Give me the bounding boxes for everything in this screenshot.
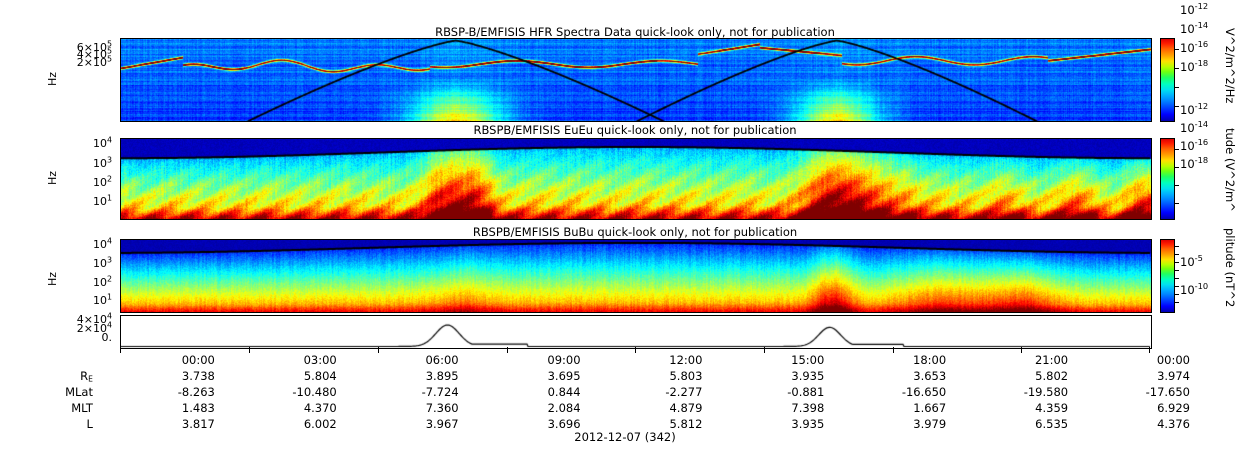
colorbar-eueu-title: tude (V^2/m^ (1223, 128, 1237, 212)
ytick-hfr-4e5: 4×105 (76, 46, 112, 61)
ytick-eueu-1e1: 101 (92, 193, 112, 208)
row-label-time (30, 352, 93, 368)
ytick-eueu-1e3: 103 (92, 155, 112, 170)
cell-l-8: 4.376 (1157, 417, 1190, 431)
cell-time-5: 15:00 (791, 353, 825, 367)
cell-re-7: 5.802 (1035, 369, 1069, 383)
cell-mlat-3: 0.844 (547, 385, 581, 399)
cell-l-7: 6.535 (1035, 417, 1069, 431)
cell-mlat-4: -2.277 (665, 385, 703, 399)
panel-title-bubu: RBSPB/EMFISIS BuBu quick-look only, not … (472, 225, 798, 239)
cell-time-4: 12:00 (669, 353, 703, 367)
cell-time-8: 00:00 (1156, 353, 1190, 367)
cell-mlt-0: 1.483 (181, 401, 215, 415)
ytick-hfr-6e5: 6×105 (76, 39, 112, 54)
cell-l-6: 3.979 (913, 417, 947, 431)
colorbar-eueu-tick-1: 10-14 (1180, 119, 1209, 135)
cell-mlat-0: -8.263 (177, 385, 215, 399)
panel-ylabel-hfr: Hz (46, 71, 59, 86)
colorbar-bubu (1160, 239, 1179, 313)
cell-mlat-5: -0.881 (787, 385, 825, 399)
cell-mlat-1: -10.480 (292, 385, 337, 399)
colorbar-eueu-tick-2: 10-16 (1180, 137, 1209, 153)
colorbar-bubu-title: plitude (nT^2 (1223, 228, 1237, 308)
colorbar-hfr-tick-3: 10-18 (1180, 58, 1209, 74)
cell-l-3: 3.696 (547, 417, 581, 431)
spectrogram-bubu[interactable] (120, 239, 1152, 313)
colorbar-bubu-tick-0: 10-5 (1180, 253, 1203, 269)
ytick-hfr-2e5: 2×105 (76, 54, 112, 69)
cell-re-5: 3.935 (791, 369, 825, 383)
ytick-bubu-1e4: 104 (92, 236, 112, 251)
date-label: 2012-12-07 (342) (574, 430, 676, 444)
table-row-l: L 3.817 6.002 3.967 3.696 5.812 3.935 3.… (30, 416, 1190, 432)
cell-re-4: 5.803 (669, 369, 703, 383)
colorbar-bubu-tick-1: 10-10 (1180, 281, 1209, 297)
cell-time-2: 06:00 (425, 353, 459, 367)
cell-time-1: 03:00 (303, 353, 337, 367)
cell-mlat-2: -7.724 (421, 385, 459, 399)
cell-mlt-1: 4.370 (303, 401, 337, 415)
ytick-eueu-1e2: 102 (92, 174, 112, 189)
row-label-l: L (86, 417, 93, 431)
cell-re-6: 3.653 (913, 369, 947, 383)
panel-title-hfr: RBSP-B/EMFISIS HFR Spectra Data quick-lo… (435, 25, 835, 39)
cell-re-2: 3.895 (425, 369, 459, 383)
cell-re-8: 3.974 (1157, 369, 1190, 383)
cell-mlt-7: 4.359 (1035, 401, 1069, 415)
colorbar-hfr-tick-2: 10-16 (1180, 39, 1209, 55)
ytick-bubu-1e3: 103 (92, 255, 112, 270)
colorbar-hfr-tick-0: 10-12 (1180, 1, 1209, 17)
xaxis-ticks (120, 347, 1150, 353)
ephemeris-table: 00:00 03:00 06:00 09:00 12:00 15:00 18:0… (0, 352, 1250, 432)
ytick-line-0: 0. (101, 331, 113, 344)
table-row-mlt: MLT 1.483 4.370 7.360 2.084 4.879 7.398 … (30, 400, 1190, 416)
cell-re-1: 5.804 (303, 369, 337, 383)
ytick-line-4e4: 4×104 (76, 311, 112, 326)
colorbar-eueu (1160, 138, 1179, 220)
cell-l-5: 3.935 (791, 417, 825, 431)
cell-mlt-3: 2.084 (547, 401, 581, 415)
colorbar-hfr-title: V^2/m^2/Hz (1223, 28, 1237, 104)
cell-time-6: 18:00 (913, 353, 947, 367)
cell-mlat-8: -17.650 (1145, 385, 1190, 399)
colorbar-eueu-tick-0: 10-12 (1180, 101, 1209, 117)
cell-mlat-6: -16.650 (901, 385, 947, 399)
cell-mlat-7: -19.580 (1023, 385, 1069, 399)
cell-mlt-2: 7.360 (425, 401, 459, 415)
colorbar-eueu-tick-3: 10-18 (1180, 155, 1209, 171)
cell-time-3: 09:00 (547, 353, 581, 367)
cell-l-4: 5.812 (669, 417, 703, 431)
row-label-mlt: MLT (71, 401, 93, 415)
row-label-re: RE (80, 369, 93, 384)
ytick-bubu-1e2: 102 (92, 274, 112, 289)
line-plot-density[interactable] (120, 315, 1152, 349)
cell-l-2: 3.967 (425, 417, 459, 431)
panel-title-eueu: RBSPB/EMFISIS EuEu quick-look only, not … (473, 123, 797, 137)
cell-mlt-5: 7.398 (791, 401, 825, 415)
ytick-bubu-1e1: 101 (92, 292, 112, 307)
row-label-mlat: MLat (65, 385, 93, 399)
cell-mlt-6: 1.667 (913, 401, 947, 415)
cell-re-3: 3.695 (547, 369, 581, 383)
colorbar-hfr (1160, 38, 1179, 122)
table-row-times: 00:00 03:00 06:00 09:00 12:00 15:00 18:0… (30, 352, 1190, 368)
table-row-mlat: MLat -8.263 -10.480 -7.724 0.844 -2.277 … (30, 384, 1190, 400)
cell-re-0: 3.738 (181, 369, 215, 383)
table-row-re: RE 3.738 5.804 3.895 3.695 5.803 3.935 3… (30, 368, 1190, 384)
cell-mlt-8: 6.929 (1157, 401, 1190, 415)
ytick-line-2e4: 2×104 (76, 320, 112, 335)
colorbar-hfr-tick-1: 10-14 (1180, 20, 1209, 36)
spectrogram-hfr[interactable] (120, 38, 1152, 122)
spectrogram-eueu[interactable] (120, 138, 1152, 220)
cell-mlt-4: 4.879 (669, 401, 703, 415)
cell-l-0: 3.817 (181, 417, 215, 431)
ytick-eueu-1e4: 104 (92, 135, 112, 150)
cell-l-1: 6.002 (303, 417, 337, 431)
cell-time-7: 21:00 (1034, 353, 1069, 367)
cell-time-0: 00:00 (181, 353, 215, 367)
